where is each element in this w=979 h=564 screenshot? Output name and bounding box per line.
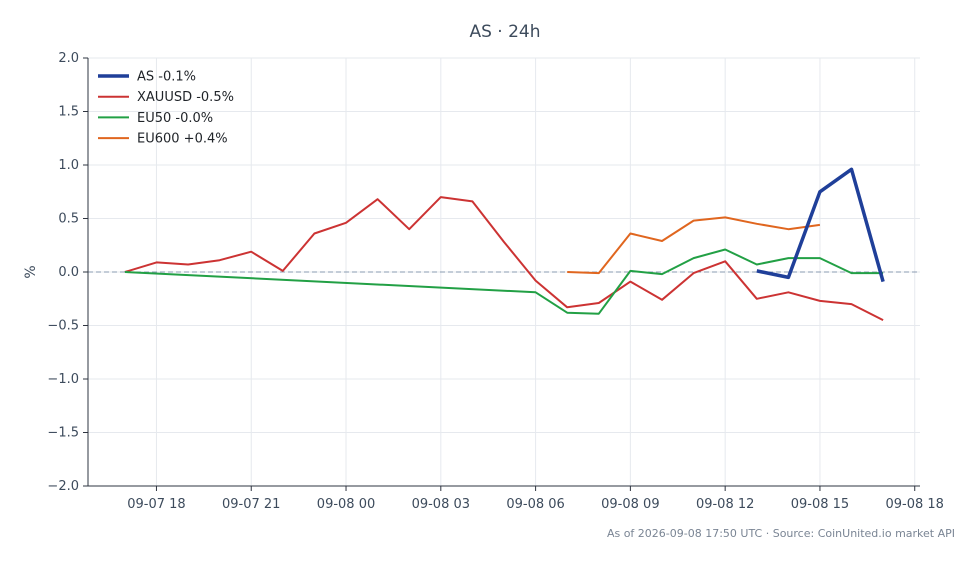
- x-ticks: 09-07 18 09-07 21 09-08 00 09-08 03 09-08 06…: [127, 486, 944, 512]
- series-line-xauusd: [124, 196, 884, 321]
- x-tick-label: 09-08 15: [791, 497, 849, 512]
- series-line-eu50: [124, 248, 884, 315]
- legend: AS -0.1% XAUUSD -0.5% EU50 -0.0% EU600 +0.4…: [98, 70, 234, 147]
- y-tick-label: 0.5: [58, 212, 79, 227]
- y-tick-label: −1.0: [47, 372, 79, 387]
- y-tick-label: 0.0: [58, 265, 79, 280]
- legend-label-xauusd: XAUUSD -0.5%: [137, 90, 234, 105]
- y-tick-label: −0.5: [47, 319, 79, 334]
- y-axis-label: %: [23, 265, 39, 278]
- series-line-as: [756, 167, 885, 283]
- legend-label-as: AS -0.1%: [137, 70, 196, 85]
- y-tick-label: 2.0: [58, 51, 79, 66]
- series-line-eu600: [567, 216, 821, 275]
- y-tick-label: −2.0: [47, 479, 79, 494]
- x-tick-label: 09-08 09: [601, 497, 659, 512]
- series-lines: [124, 167, 885, 321]
- y-tick-label: −1.5: [47, 426, 79, 441]
- source-footnote: As of 2026-09-08 17:50 UTC · Source: Coi…: [607, 527, 955, 540]
- x-tick-label: 09-08 03: [412, 497, 470, 512]
- x-tick-label: 09-08 12: [696, 497, 754, 512]
- legend-label-eu600: EU600 +0.4%: [137, 132, 228, 147]
- legend-label-eu50: EU50 -0.0%: [137, 111, 213, 126]
- chart-title: AS · 24h: [469, 22, 540, 42]
- x-tick-label: 09-08 06: [506, 497, 564, 512]
- y-ticks: −2.0 −1.5 −1.0 −0.5 0.0 0.5 1.0 1.5 2.0: [47, 51, 88, 494]
- y-tick-label: 1.5: [58, 105, 79, 120]
- x-tick-label: 09-08 18: [886, 497, 944, 512]
- x-tick-label: 09-07 21: [222, 497, 280, 512]
- y-tick-label: 1.0: [58, 158, 79, 173]
- x-tick-label: 09-08 00: [317, 497, 375, 512]
- x-tick-label: 09-07 18: [127, 497, 185, 512]
